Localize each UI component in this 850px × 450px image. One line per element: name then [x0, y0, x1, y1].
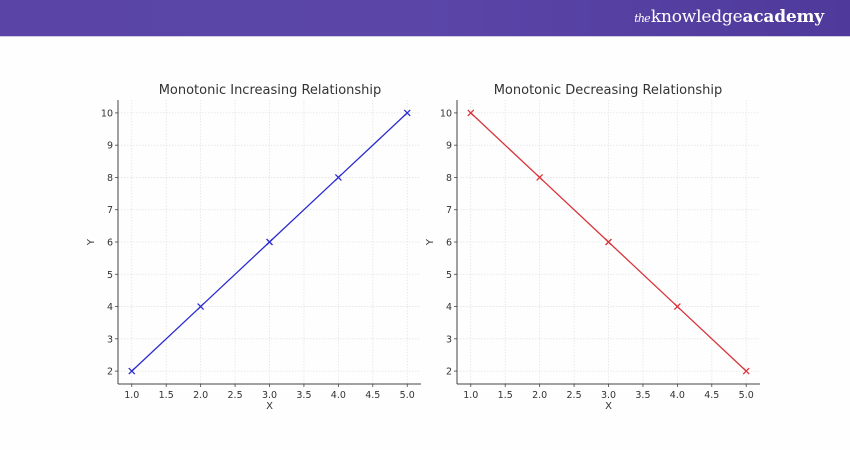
x-axis-label: X	[266, 401, 273, 412]
brand-logo: theknowledgeacademy	[634, 7, 824, 27]
y-tick-label: 6	[107, 238, 113, 249]
brand-logo-knowledge: knowledge	[650, 7, 743, 27]
brand-logo-academy: academy	[742, 7, 824, 27]
chart-title: Monotonic Decreasing Relationship	[494, 83, 723, 98]
chart-decreasing: 1.0 1.5 2.0 2.5 3.0 3.5 4.0 4.5 5.0 2 3 4 5 6 7 8 9 10 Mon…	[425, 83, 760, 412]
x-tick-label: 3.0	[262, 390, 277, 401]
x-marker-icon	[673, 303, 681, 311]
y-tick-label: 5	[107, 270, 113, 281]
y-tick-label: 4	[446, 302, 452, 313]
x-tick-label: 4.0	[670, 390, 685, 401]
x-tick-label: 4.0	[331, 390, 346, 401]
x-tick-label: 1.0	[463, 390, 478, 401]
x-tick-label: 1.5	[498, 390, 513, 401]
y-tick-label: 8	[107, 173, 113, 184]
x-tick-label: 5.0	[739, 390, 754, 401]
x-tick-label: 2.0	[193, 390, 208, 401]
x-tick-label: 4.5	[704, 390, 719, 401]
x-tick-label: 5.0	[400, 390, 415, 401]
y-axis-label: Y	[86, 238, 97, 246]
x-marker-icon	[197, 303, 205, 311]
x-tick-label: 4.5	[365, 390, 380, 401]
y-axis-label: Y	[425, 238, 436, 246]
x-marker-icon	[605, 238, 612, 246]
y-tick-label: 9	[107, 141, 113, 152]
x-tick-label: 1.5	[159, 390, 174, 401]
x-marker-icon	[403, 109, 411, 117]
x-tick-label: 2.5	[228, 390, 243, 401]
y-tick-label: 2	[107, 367, 113, 378]
x-tick-label: 2.5	[567, 390, 582, 401]
x-marker-icon	[742, 367, 750, 375]
y-tick-label: 9	[446, 141, 452, 152]
x-marker-icon	[334, 173, 342, 181]
y-tick-label: 3	[107, 334, 113, 345]
x-axis-label: X	[605, 401, 612, 412]
chart-increasing: 1.0 1.5 2.0 2.5 3.0 3.5 4.0 4.5 5.0 2 3 4 5 6 7 8 9 10 Mon…	[86, 83, 421, 412]
y-tick-label: 7	[107, 205, 113, 216]
y-tick-label: 3	[446, 334, 452, 345]
x-tick-label: 3.5	[296, 390, 311, 401]
x-tick-label: 1.0	[124, 390, 139, 401]
x-marker-icon	[536, 173, 544, 181]
y-tick-label: 10	[101, 108, 113, 119]
x-marker-icon	[266, 238, 273, 246]
x-tick-label: 3.0	[601, 390, 616, 401]
y-tick-label: 4	[107, 302, 113, 313]
x-marker-icon	[467, 109, 475, 117]
chart-title: Monotonic Increasing Relationship	[159, 83, 382, 98]
x-tick-label: 3.5	[635, 390, 650, 401]
y-tick-label: 2	[446, 367, 452, 378]
brand-header: theknowledgeacademy	[0, 0, 850, 37]
y-tick-label: 8	[446, 173, 452, 184]
y-tick-label: 5	[446, 270, 452, 281]
brand-logo-the: the	[634, 12, 650, 25]
y-tick-label: 7	[446, 205, 452, 216]
y-tick-label: 6	[446, 238, 452, 249]
x-tick-label: 2.0	[532, 390, 547, 401]
x-marker-icon	[128, 367, 136, 375]
y-tick-label: 10	[440, 108, 452, 119]
